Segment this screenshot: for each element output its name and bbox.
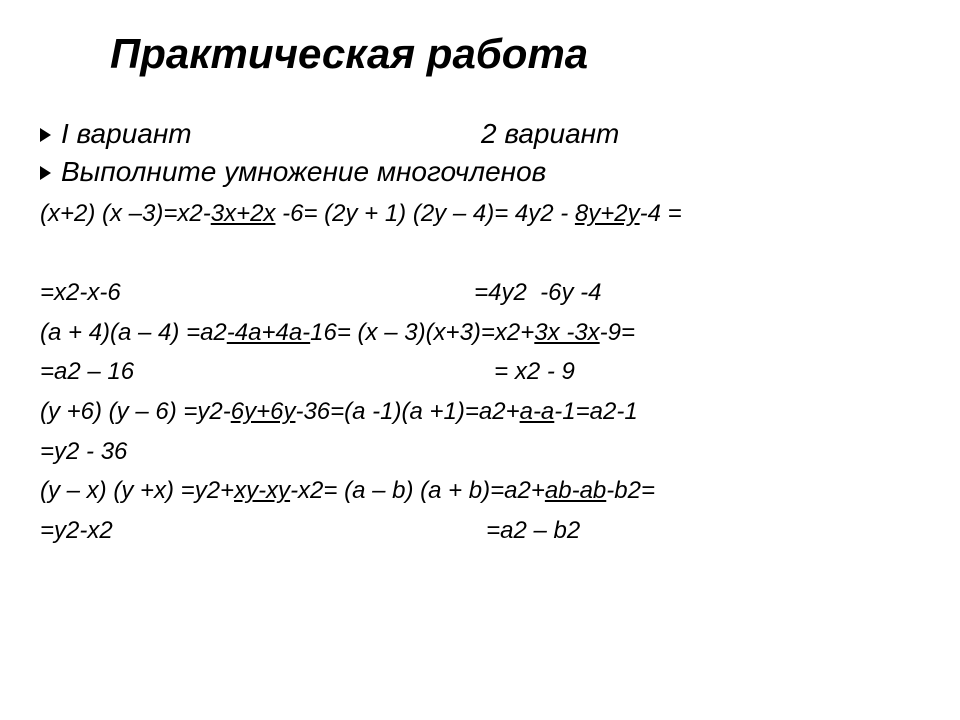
line-8: (у – х) (у +х) =у2+ху-ху-х2= (а – b) (a …	[40, 471, 920, 511]
text: (2у + 1) (2у – 4)= 4у2 -	[317, 200, 574, 227]
instruction-row: Выполните умножение многочленов	[40, 156, 920, 188]
line-blank	[40, 234, 920, 274]
line-4: (а + 4)(а – 4) =а2-4а+4а-16= (х – 3)(х+3…	[40, 313, 920, 353]
cancelled-term: ху-ху	[234, 477, 290, 504]
cancelled-term: -4а+4а-	[227, 319, 310, 346]
slide: Практическая работа I вариант 2 вариант …	[0, 0, 960, 720]
variants-row: I вариант 2 вариант	[40, 118, 920, 150]
text: -36=(а -1)(а +1)=а2+	[295, 398, 519, 425]
line-3: =х2-х-6 =4у2 -6у -4	[40, 273, 920, 313]
bullet-icon	[40, 128, 51, 142]
line-6: (у +6) (у – 6) =у2-6у+6у-36=(а -1)(а +1)…	[40, 392, 920, 432]
cancelled-term: 6у+6у	[231, 398, 296, 425]
cancelled-term: а-а	[520, 398, 555, 425]
worked-examples: (х+2) (х –3)=х2-3х+2х -6= (2у + 1) (2у –…	[40, 194, 920, 550]
text: -b2=	[606, 477, 655, 504]
cancelled-term: 8у+2у	[575, 200, 640, 227]
text: 16= (х – 3)(х+3)=х2+	[310, 319, 534, 346]
text: (х+2) (х –3)=х2-	[40, 200, 211, 227]
line-9: =у2-х2 =а2 – b2	[40, 511, 920, 551]
bullet-icon	[40, 166, 51, 180]
variant-1-label: I вариант	[61, 118, 481, 150]
text: -1=а2-1	[554, 398, 637, 425]
text: (у – х) (у +х) =у2+	[40, 477, 234, 504]
line-5: =а2 – 16 = х2 - 9	[40, 352, 920, 392]
cancelled-term: 3х -3х	[534, 319, 599, 346]
instruction-text: Выполните умножение многочленов	[61, 156, 546, 188]
cancelled-term: ab-ab	[545, 477, 606, 504]
line-7: =у2 - 36	[40, 432, 920, 472]
text: (у +6) (у – 6) =у2-	[40, 398, 231, 425]
cancelled-term: 3х+2х	[211, 200, 276, 227]
line-1: (х+2) (х –3)=х2-3х+2х -6= (2у + 1) (2у –…	[40, 194, 920, 234]
text: -6=	[275, 200, 317, 227]
text: -4 =	[640, 200, 682, 227]
text: -х2= (а – b) (a + b)=a2+	[290, 477, 545, 504]
text: (а + 4)(а – 4) =а2	[40, 319, 227, 346]
text: -9=	[600, 319, 635, 346]
slide-title: Практическая работа	[40, 30, 920, 78]
variant-2-label: 2 вариант	[481, 118, 920, 150]
